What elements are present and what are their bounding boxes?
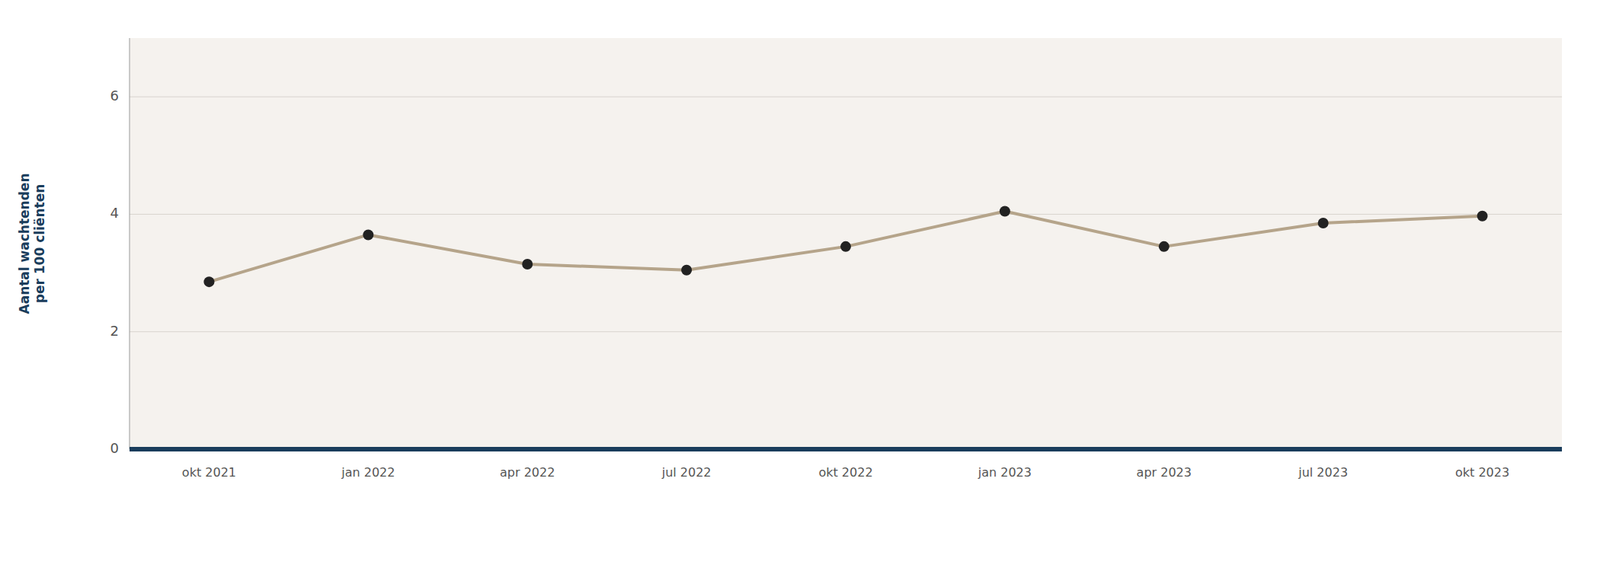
x-tick-label: apr 2022: [499, 465, 555, 480]
marker: [203, 276, 215, 288]
y-tick-label: 0: [110, 440, 119, 457]
x-tick-label: okt 2022: [818, 465, 873, 480]
grid-line: [129, 214, 1562, 215]
y-axis-line: [129, 38, 131, 450]
marker: [1318, 217, 1329, 229]
plot-background: [129, 38, 1562, 450]
marker: [681, 265, 692, 276]
marker: [362, 229, 374, 240]
line: [208, 211, 1482, 283]
marker: [840, 241, 852, 253]
y-tick-label: 2: [110, 323, 119, 340]
x-tick-label: jan 2023: [977, 465, 1032, 480]
y-axis-label-line: Aantal wachtenden: [16, 173, 32, 315]
marker: [999, 206, 1011, 218]
data-group: [203, 206, 1488, 288]
chart: 0 2 4 6 okt 2021 jan 2022 apr 2022 jul 2022 okt …: [0, 0, 1600, 571]
y-axis-label-line: per 100 cliënten: [32, 184, 48, 304]
chart-container: 0 2 4 6 okt 2021 jan 2022 apr 2022 jul 2022 okt …: [0, 0, 1600, 571]
x-tick-label: jan 2022: [340, 465, 395, 480]
baseline: [129, 447, 1562, 452]
marker: [1158, 241, 1170, 253]
x-tick-label: apr 2023: [1136, 465, 1192, 480]
y-tick-label: 6: [110, 87, 119, 104]
marker: [521, 259, 533, 270]
grid-line: [129, 96, 1562, 98]
marker: [1477, 211, 1488, 222]
x-tick-label: okt 2021: [182, 465, 237, 480]
grid-line: [129, 331, 1562, 333]
grid-line: [129, 449, 1562, 451]
x-tick-label: okt 2023: [1455, 465, 1510, 480]
y-axis-label: Aantal wachtendenper 100 cliënten: [16, 173, 48, 315]
x-tick-label: jul 2022: [661, 465, 712, 480]
x-tick-label: jul 2023: [1297, 465, 1348, 480]
y-tick-label: 4: [110, 204, 119, 221]
y-grid: [129, 96, 1562, 450]
